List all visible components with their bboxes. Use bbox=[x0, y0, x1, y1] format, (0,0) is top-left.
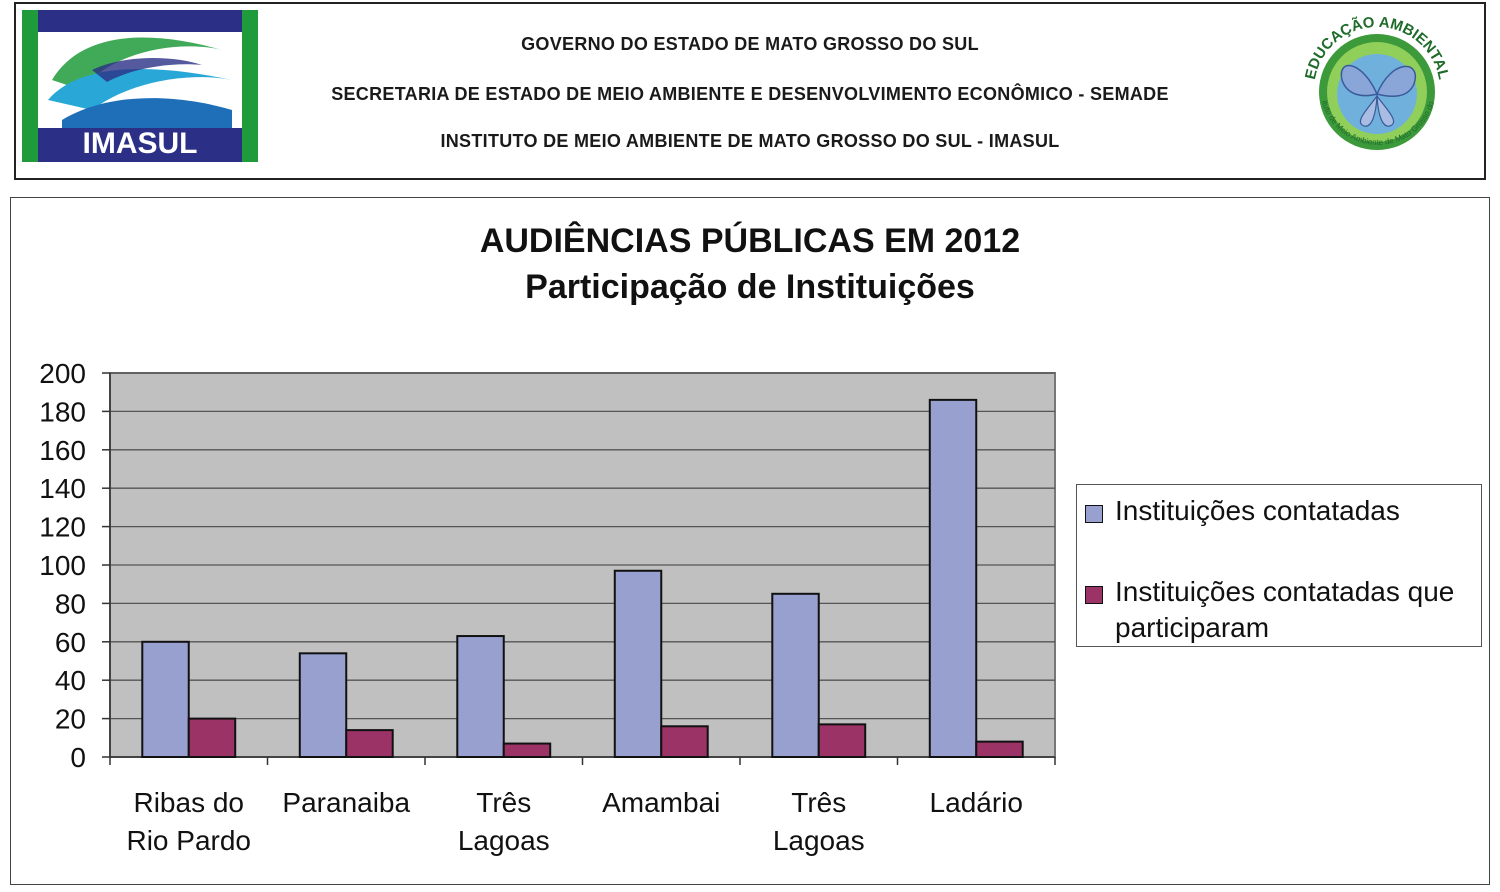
bar-series-1 bbox=[613, 569, 663, 759]
legend-label-series-1: Instituições contatadas bbox=[1115, 495, 1400, 526]
y-tick-label: 60 bbox=[55, 627, 86, 658]
bar-series-2 bbox=[345, 729, 394, 758]
imasul-logo-text: IMASUL bbox=[83, 127, 198, 160]
bar-series-1 bbox=[298, 652, 348, 759]
bar-series-2 bbox=[660, 725, 709, 759]
x-category-label: Rio Pardo bbox=[126, 825, 251, 856]
x-category-label: Três bbox=[476, 787, 531, 818]
x-category-label: Amambai bbox=[602, 787, 720, 818]
y-tick-label: 120 bbox=[39, 512, 86, 543]
y-tick-label: 200 bbox=[39, 358, 86, 389]
chart-legend: Instituições contatadas Instituições con… bbox=[1076, 484, 1482, 647]
educacao-ambiental-logo: EDUCAÇÃO AMBIENTAL Instituto de Meio Amb… bbox=[1292, 10, 1453, 168]
y-tick-label: 140 bbox=[39, 473, 86, 504]
x-category-label: Ribas do bbox=[133, 787, 244, 818]
legend-label-series-2: Instituições contatadas que participaram bbox=[1115, 576, 1455, 643]
y-tick-label: 40 bbox=[55, 665, 86, 696]
chart-subtitle: Participação de Instituições bbox=[525, 268, 975, 306]
y-tick-label: 160 bbox=[39, 435, 86, 466]
chart-title: AUDIÊNCIAS PÚBLICAS EM 2012 bbox=[479, 222, 1021, 260]
y-tick-label: 80 bbox=[55, 588, 86, 619]
header-line-2: SECRETARIA DE ESTADO DE MEIO AMBIENTE E … bbox=[331, 84, 1169, 104]
bar-series-2 bbox=[817, 723, 867, 758]
imasul-logo: IMASUL bbox=[22, 10, 258, 162]
header-banner bbox=[14, 2, 1486, 180]
x-category-label: Paranaiba bbox=[282, 787, 410, 818]
y-tick-label: 0 bbox=[70, 742, 86, 773]
bar-series-2 bbox=[975, 740, 1024, 759]
chart-frame bbox=[10, 197, 1490, 885]
y-tick-label: 100 bbox=[39, 550, 86, 581]
bar-series-1 bbox=[928, 398, 978, 758]
bar-series-2 bbox=[502, 742, 552, 758]
bar-series-1 bbox=[141, 640, 190, 758]
header-line-1: GOVERNO DO ESTADO DE MATO GROSSO DO SUL bbox=[521, 34, 979, 54]
y-tick-label: 180 bbox=[39, 396, 86, 427]
x-category-label: Lagoas bbox=[773, 825, 865, 856]
y-tick-label: 20 bbox=[55, 704, 86, 735]
bar-series-2 bbox=[187, 717, 237, 758]
x-category-label: Lagoas bbox=[458, 825, 550, 856]
x-category-label: Três bbox=[791, 787, 846, 818]
header-line-3: INSTITUTO DE MEIO AMBIENTE DE MATO GROSS… bbox=[440, 131, 1060, 151]
x-category-label: Ladário bbox=[930, 787, 1023, 818]
bar-series-1 bbox=[771, 592, 820, 758]
legend-swatch-series-2 bbox=[1085, 586, 1103, 604]
bar-series-1 bbox=[456, 635, 505, 758]
legend-swatch-series-1 bbox=[1085, 505, 1103, 523]
